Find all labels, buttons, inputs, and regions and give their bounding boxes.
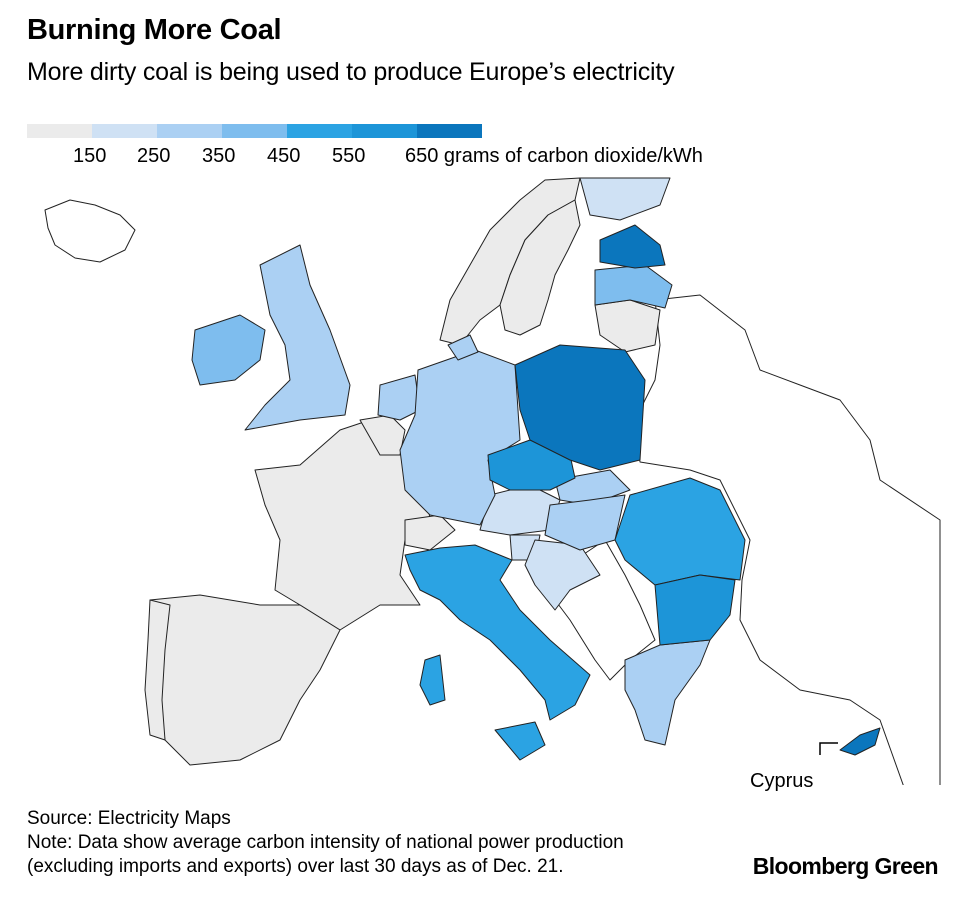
map-region-ireland (191, 314, 266, 386)
legend-swatch-2 (157, 124, 222, 138)
chart-title: Burning More Coal (27, 14, 282, 46)
legend-label-250: 250 (137, 145, 171, 167)
data-note-line-2: (excluding imports and exports) over las… (27, 856, 564, 877)
legend-label-450: 450 (267, 145, 301, 167)
map-region-eastern-europe (634, 294, 941, 785)
map-region-lithuania (594, 299, 661, 353)
cyprus-callout-line (819, 742, 838, 755)
map-region-sicily (494, 721, 546, 761)
map-region-portugal (144, 599, 171, 741)
legend-label-150: 150 (73, 145, 107, 167)
bloomberg-green-logo: Bloomberg Green (752, 853, 939, 879)
map-region-france (254, 419, 431, 631)
legend-swatch-4 (287, 124, 352, 138)
data-note-line-1: Note: Data show average carbon intensity… (27, 832, 624, 853)
map-region-cyprus (839, 727, 881, 756)
map-region-denmark (447, 334, 479, 361)
legend-labels: 150 250 350 450 550 650 grams of carbon … (0, 145, 960, 171)
source-note: Source: Electricity Maps (27, 808, 231, 829)
map-region-estonia (599, 224, 666, 269)
legend-label-550: 550 (332, 145, 366, 167)
map-region-greece (624, 639, 711, 746)
map-region-finland (579, 177, 671, 221)
map-region-croatia (524, 539, 601, 611)
map-region-germany (399, 349, 521, 526)
legend-label-650: 650 grams of carbon dioxide/kWh (405, 145, 703, 167)
map-region-switzerland (404, 514, 456, 551)
chart-subtitle: More dirty coal is being used to produce… (27, 58, 675, 86)
map-region-iceland (44, 199, 136, 263)
map-region-romania (614, 477, 746, 586)
map-region-uk (244, 244, 351, 431)
legend-swatch-6 (417, 124, 482, 138)
legend-color-scale (27, 124, 482, 138)
map-region-sardinia (419, 654, 446, 706)
cyprus-label: Cyprus (750, 770, 814, 792)
map-region-netherlands (377, 374, 421, 421)
legend-label-350: 350 (202, 145, 236, 167)
map-region-bulgaria (654, 574, 736, 646)
map-region-poland (514, 344, 646, 471)
europe-map (44, 177, 941, 785)
map-region-spain (149, 594, 341, 766)
legend-swatch-0 (27, 124, 92, 138)
legend-swatch-1 (92, 124, 157, 138)
legend-swatch-3 (222, 124, 287, 138)
map-region-italy (404, 544, 591, 721)
legend-swatch-5 (352, 124, 417, 138)
map-region-sweden (499, 199, 581, 336)
